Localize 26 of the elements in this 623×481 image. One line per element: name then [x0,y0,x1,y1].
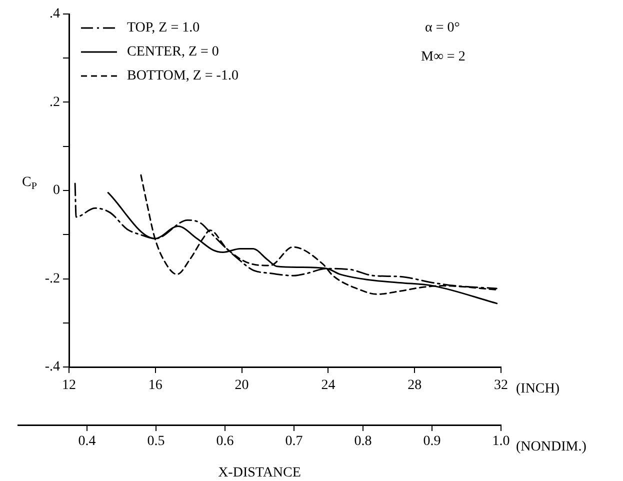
x2-tick-label: 1.0 [492,434,510,450]
x-tick-label: 32 [494,378,508,394]
x-axis-title: X-DISTANCE [218,465,301,480]
legend-label: BOTTOM, Z = -1.0 [127,68,238,84]
x-tick-label: 12 [62,378,76,394]
x2-tick-label: 0.9 [423,434,441,450]
x-tick-label: 28 [408,378,422,394]
x-tick-label: 20 [234,378,249,394]
x-tick-label: 24 [321,378,336,394]
annotation: M∞ = 2 [421,50,466,65]
annotation: α = 0° [425,20,460,36]
x2-tick-label: 0.4 [78,434,96,450]
y-tick-label: .4 [50,6,60,22]
y-tick-label: -.2 [44,271,60,286]
y-tick-label: .2 [50,94,60,110]
x-tick-label: 16 [148,378,162,394]
x2-tick-label: 0.7 [285,434,303,450]
text: (NONDIM.) [516,440,587,455]
x2-tick-label: 0.5 [147,434,165,450]
y-tick-label: -.4 [44,360,60,375]
text: (INCH) [516,382,560,397]
x2-tick-label: 0.6 [216,434,234,450]
y-tick-label: 0 [53,183,60,198]
x2-tick-label: 0.8 [354,434,372,450]
legend-label: CENTER, Z = 0 [127,44,219,60]
legend-label: TOP, Z = 1.0 [127,20,200,36]
